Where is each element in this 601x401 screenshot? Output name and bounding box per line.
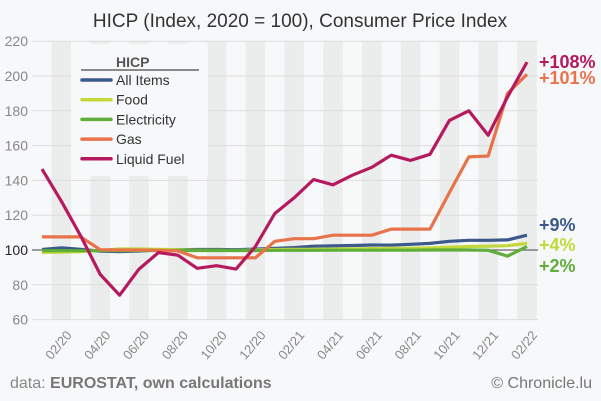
x-tick-label: 08/21 bbox=[391, 328, 423, 363]
series-line-liquid-fuel bbox=[40, 61, 529, 297]
source-name: EUROSTAT, own calculations bbox=[50, 375, 272, 392]
y-tick-label: 60 bbox=[12, 312, 28, 328]
legend: HICP All Items Food Electricity Gas Liquid F… bbox=[71, 44, 208, 176]
x-tick-label: 04/21 bbox=[314, 328, 346, 363]
copyright: © Chronicle.lu bbox=[491, 375, 592, 392]
x-tick-label: 02/22 bbox=[508, 328, 540, 363]
legend-label: Electricity bbox=[116, 111, 176, 127]
x-tick-label: 08/20 bbox=[159, 328, 191, 363]
y-tick-label: 100 bbox=[5, 242, 29, 258]
x-tick-label: 12/21 bbox=[469, 328, 501, 363]
source-note: data: EUROSTAT, own calculations bbox=[10, 375, 272, 392]
end-labels: +9%+4%+2% +101%+108% bbox=[539, 52, 596, 276]
y-tick-label: 200 bbox=[5, 68, 29, 84]
x-tick-label: 04/20 bbox=[81, 328, 113, 363]
x-tick-label: 06/20 bbox=[120, 328, 152, 363]
y-tick-label: 220 bbox=[5, 33, 29, 49]
y-tick-label: 180 bbox=[5, 103, 29, 119]
end-label: +108% bbox=[539, 52, 596, 72]
legend-label: Liquid Fuel bbox=[116, 151, 185, 167]
x-tick-label: 10/20 bbox=[197, 328, 229, 363]
x-tick-label: 06/21 bbox=[353, 328, 385, 363]
y-tick-label: 140 bbox=[5, 172, 29, 188]
x-axis-ticks: 02/20 04/20 06/20 08/20 10/20 12/20 02/21 04/21… bbox=[42, 328, 540, 363]
end-label: +101% bbox=[539, 68, 596, 88]
y-tick-label: 160 bbox=[5, 138, 29, 154]
y-tick-label: 80 bbox=[12, 277, 28, 293]
x-tick-label: 02/21 bbox=[275, 328, 307, 363]
end-label: +4% bbox=[539, 235, 576, 255]
y-axis-ticks: 60 80 100 120 140 160 180 200 220 bbox=[5, 33, 29, 327]
legend-label: Gas bbox=[116, 131, 142, 147]
x-tick-label: 02/20 bbox=[42, 328, 74, 363]
series-line-gas bbox=[42, 73, 529, 260]
source-prefix: data: bbox=[10, 375, 50, 392]
end-label: +9% bbox=[539, 215, 576, 235]
legend-background bbox=[71, 44, 208, 176]
x-tick-label: 10/21 bbox=[430, 328, 462, 363]
series-lines bbox=[40, 61, 529, 297]
x-tick-label: 12/20 bbox=[236, 328, 268, 363]
y-tick-label: 120 bbox=[5, 207, 29, 223]
legend-title: HICP bbox=[116, 54, 149, 70]
end-label: +2% bbox=[539, 256, 576, 276]
chart-title: HICP (Index, 2020 = 100), Consumer Price… bbox=[93, 11, 508, 32]
legend-label: Food bbox=[116, 92, 148, 108]
legend-label: All Items bbox=[116, 72, 170, 88]
